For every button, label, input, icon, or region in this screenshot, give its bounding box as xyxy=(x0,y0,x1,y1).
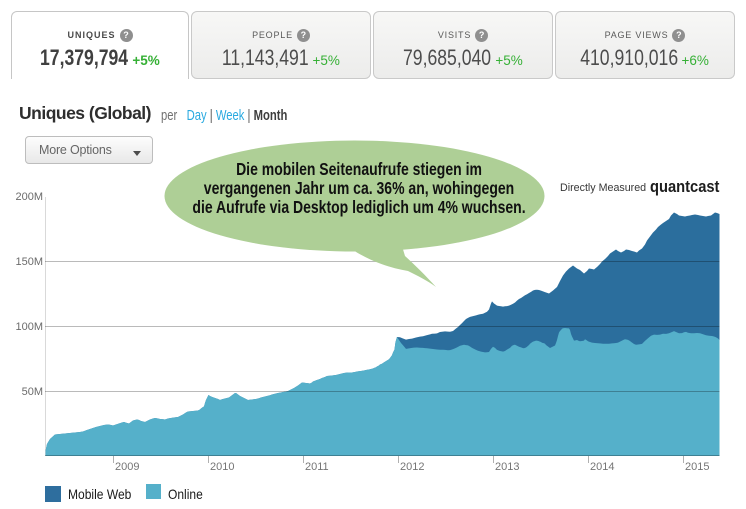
svg-text:2010: 2010 xyxy=(210,461,234,473)
svg-text:150M: 150M xyxy=(15,256,43,268)
svg-text:200M: 200M xyxy=(15,191,43,203)
svg-text:2013: 2013 xyxy=(495,461,519,473)
svg-text:2012: 2012 xyxy=(400,461,424,473)
svg-text:50M: 50M xyxy=(22,386,43,398)
svg-text:2011: 2011 xyxy=(305,461,329,473)
svg-text:2014: 2014 xyxy=(590,461,614,473)
svg-text:2009: 2009 xyxy=(115,461,139,473)
svg-text:2015: 2015 xyxy=(685,461,709,473)
svg-text:100M: 100M xyxy=(15,321,43,333)
